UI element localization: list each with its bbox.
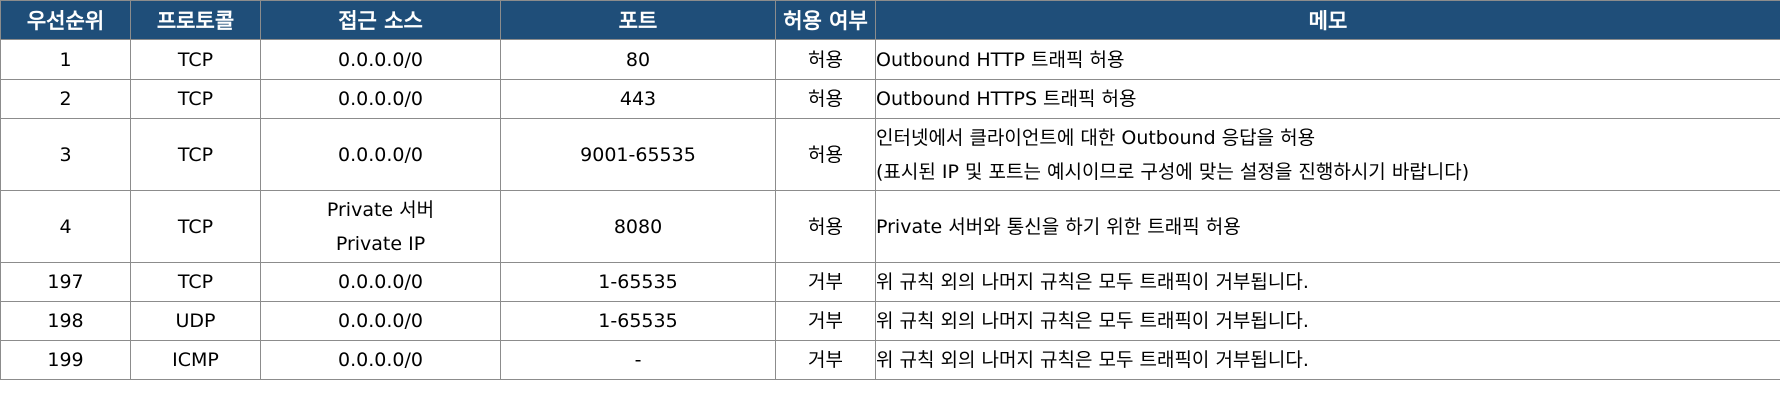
acl-rules-table: 우선순위 프로토콜 접근 소스 포트 허용 여부 메모 1 TCP 0.0.0.… <box>0 0 1780 380</box>
action-cell: 거부 <box>775 340 876 380</box>
header-protocol: 프로토콜 <box>130 0 261 40</box>
source-cell: 0.0.0.0/0 <box>260 39 501 80</box>
source-line: 0.0.0.0/0 <box>338 310 423 332</box>
table-row: 1 TCP 0.0.0.0/0 80 허용 Outbound HTTP 트래픽 … <box>0 39 1780 80</box>
source-line: Private 서버 <box>326 198 435 221</box>
port-cell: 8080 <box>500 190 776 263</box>
protocol-cell: ICMP <box>130 340 261 380</box>
table-row: 4 TCP Private 서버 Private IP 8080 허용 Priv… <box>0 190 1780 263</box>
table-row: 2 TCP 0.0.0.0/0 443 허용 Outbound HTTPS 트래… <box>0 79 1780 119</box>
table-row: 3 TCP 0.0.0.0/0 9001-65535 허용 인터넷에서 클라이언… <box>0 118 1780 191</box>
source-line: 0.0.0.0/0 <box>338 349 423 371</box>
memo-cell: Private 서버와 통신을 하기 위한 트래픽 허용 <box>875 190 1780 263</box>
memo-line: 위 규칙 외의 나머지 규칙은 모두 트래픽이 거부됩니다. <box>876 310 1309 332</box>
source-line: Private IP <box>335 232 426 255</box>
source-line: 0.0.0.0/0 <box>338 88 423 110</box>
port-cell: 9001-65535 <box>500 118 776 191</box>
action-cell: 거부 <box>775 301 876 341</box>
source-line: 0.0.0.0/0 <box>338 271 423 293</box>
header-source: 접근 소스 <box>260 0 501 40</box>
port-cell: 1-65535 <box>500 262 776 302</box>
priority-cell: 199 <box>0 340 131 380</box>
priority-cell: 3 <box>0 118 131 191</box>
action-cell: 거부 <box>775 262 876 302</box>
memo-line: 인터넷에서 클라이언트에 대한 Outbound 응답을 허용 <box>876 126 1316 149</box>
table-row: 197 TCP 0.0.0.0/0 1-65535 거부 위 규칙 외의 나머지… <box>0 262 1780 302</box>
memo-cell: 인터넷에서 클라이언트에 대한 Outbound 응답을 허용 (표시된 IP … <box>875 118 1780 191</box>
source-cell: 0.0.0.0/0 <box>260 79 501 119</box>
action-cell: 허용 <box>775 118 876 191</box>
memo-line: 위 규칙 외의 나머지 규칙은 모두 트래픽이 거부됩니다. <box>876 271 1309 293</box>
priority-cell: 198 <box>0 301 131 341</box>
memo-cell: 위 규칙 외의 나머지 규칙은 모두 트래픽이 거부됩니다. <box>875 301 1780 341</box>
port-cell: 443 <box>500 79 776 119</box>
memo-cell: Outbound HTTP 트래픽 허용 <box>875 39 1780 80</box>
source-cell: 0.0.0.0/0 <box>260 301 501 341</box>
source-line: 0.0.0.0/0 <box>338 143 423 166</box>
memo-cell: 위 규칙 외의 나머지 규칙은 모두 트래픽이 거부됩니다. <box>875 340 1780 380</box>
protocol-cell: TCP <box>130 190 261 263</box>
table-row: 199 ICMP 0.0.0.0/0 - 거부 위 규칙 외의 나머지 규칙은 … <box>0 340 1780 380</box>
port-cell: 1-65535 <box>500 301 776 341</box>
source-cell: Private 서버 Private IP <box>260 190 501 263</box>
action-cell: 허용 <box>775 190 876 263</box>
priority-cell: 1 <box>0 39 131 80</box>
source-line: 0.0.0.0/0 <box>338 48 423 71</box>
table-header-row: 우선순위 프로토콜 접근 소스 포트 허용 여부 메모 <box>0 0 1780 40</box>
source-cell: 0.0.0.0/0 <box>260 118 501 191</box>
priority-cell: 197 <box>0 262 131 302</box>
action-cell: 허용 <box>775 79 876 119</box>
memo-line: Outbound HTTPS 트래픽 허용 <box>876 88 1137 110</box>
memo-line: Private 서버와 통신을 하기 위한 트래픽 허용 <box>876 215 1241 238</box>
protocol-cell: TCP <box>130 79 261 119</box>
header-port: 포트 <box>500 0 776 40</box>
memo-line: (표시된 IP 및 포트는 예시이므로 구성에 맞는 설정을 진행하시기 바랍니… <box>876 160 1470 183</box>
source-cell: 0.0.0.0/0 <box>260 262 501 302</box>
header-action: 허용 여부 <box>775 0 876 40</box>
header-memo: 메모 <box>875 0 1780 40</box>
table-row: 198 UDP 0.0.0.0/0 1-65535 거부 위 규칙 외의 나머지… <box>0 301 1780 341</box>
priority-cell: 4 <box>0 190 131 263</box>
action-cell: 허용 <box>775 39 876 80</box>
memo-line: 위 규칙 외의 나머지 규칙은 모두 트래픽이 거부됩니다. <box>876 349 1309 371</box>
port-cell: - <box>500 340 776 380</box>
memo-line: Outbound HTTP 트래픽 허용 <box>876 48 1125 71</box>
port-cell: 80 <box>500 39 776 80</box>
memo-cell: Outbound HTTPS 트래픽 허용 <box>875 79 1780 119</box>
source-cell: 0.0.0.0/0 <box>260 340 501 380</box>
protocol-cell: UDP <box>130 301 261 341</box>
protocol-cell: TCP <box>130 262 261 302</box>
protocol-cell: TCP <box>130 118 261 191</box>
memo-cell: 위 규칙 외의 나머지 규칙은 모두 트래픽이 거부됩니다. <box>875 262 1780 302</box>
header-priority: 우선순위 <box>0 0 131 40</box>
priority-cell: 2 <box>0 79 131 119</box>
protocol-cell: TCP <box>130 39 261 80</box>
